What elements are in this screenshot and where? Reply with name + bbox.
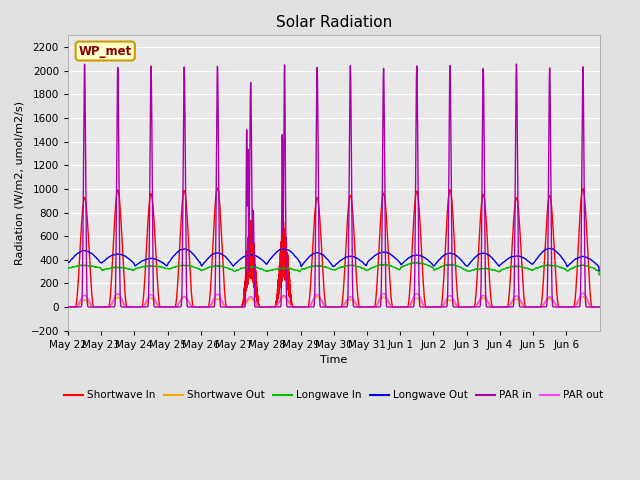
Longwave Out: [596, 268, 604, 274]
Longwave In: [595, 272, 603, 278]
Longwave Out: [64, 260, 72, 265]
Longwave In: [64, 265, 72, 271]
Shortwave Out: [314, 293, 321, 299]
Text: WP_met: WP_met: [79, 45, 132, 58]
Longwave In: [528, 267, 536, 273]
PAR out: [463, 304, 471, 310]
Line: Longwave In: Longwave In: [68, 263, 600, 275]
PAR in: [227, 304, 235, 310]
PAR out: [202, 304, 209, 310]
PAR out: [227, 304, 235, 310]
Longwave In: [413, 260, 421, 265]
PAR in: [528, 304, 536, 310]
PAR in: [463, 304, 471, 310]
Shortwave Out: [64, 304, 72, 310]
PAR in: [202, 304, 209, 310]
Shortwave In: [303, 304, 310, 310]
PAR out: [579, 290, 587, 296]
Longwave Out: [303, 257, 310, 263]
Longwave Out: [596, 268, 604, 274]
Shortwave In: [463, 304, 471, 310]
Longwave Out: [227, 261, 235, 266]
PAR out: [303, 304, 310, 310]
Shortwave In: [64, 304, 72, 310]
PAR in: [513, 61, 520, 67]
Shortwave In: [83, 207, 90, 213]
Shortwave In: [528, 304, 536, 310]
Shortwave Out: [83, 298, 90, 303]
Shortwave Out: [596, 304, 604, 310]
Longwave In: [463, 268, 471, 274]
Longwave In: [227, 266, 235, 272]
Line: Longwave Out: Longwave Out: [68, 249, 600, 271]
Shortwave Out: [303, 304, 310, 310]
Shortwave Out: [528, 304, 536, 310]
Shortwave In: [214, 185, 221, 191]
Shortwave In: [596, 304, 604, 310]
Line: Shortwave In: Shortwave In: [68, 188, 600, 307]
PAR in: [303, 304, 310, 310]
Legend: Shortwave In, Shortwave Out, Longwave In, Longwave Out, PAR in, PAR out: Shortwave In, Shortwave Out, Longwave In…: [60, 386, 607, 404]
PAR out: [527, 304, 535, 310]
PAR in: [64, 304, 72, 310]
Line: PAR out: PAR out: [68, 293, 600, 307]
Shortwave Out: [202, 304, 209, 310]
X-axis label: Time: Time: [320, 355, 348, 365]
PAR out: [596, 304, 604, 310]
Longwave Out: [202, 258, 209, 264]
PAR out: [83, 294, 90, 300]
PAR out: [64, 304, 72, 310]
Longwave In: [202, 266, 209, 272]
Y-axis label: Radiation (W/m2, umol/m2/s): Radiation (W/m2, umol/m2/s): [15, 101, 25, 265]
Shortwave In: [202, 304, 209, 310]
Shortwave Out: [227, 304, 235, 310]
Line: PAR in: PAR in: [68, 64, 600, 307]
Line: Shortwave Out: Shortwave Out: [68, 296, 600, 307]
Longwave In: [596, 272, 604, 277]
Longwave In: [303, 265, 310, 271]
Shortwave Out: [463, 304, 471, 310]
Longwave Out: [83, 248, 90, 254]
Shortwave In: [227, 304, 235, 310]
Title: Solar Radiation: Solar Radiation: [276, 15, 392, 30]
Longwave Out: [527, 261, 535, 267]
PAR in: [596, 304, 604, 310]
PAR in: [83, 270, 90, 276]
Longwave In: [83, 263, 90, 269]
Longwave Out: [463, 263, 471, 269]
Longwave Out: [545, 246, 553, 252]
